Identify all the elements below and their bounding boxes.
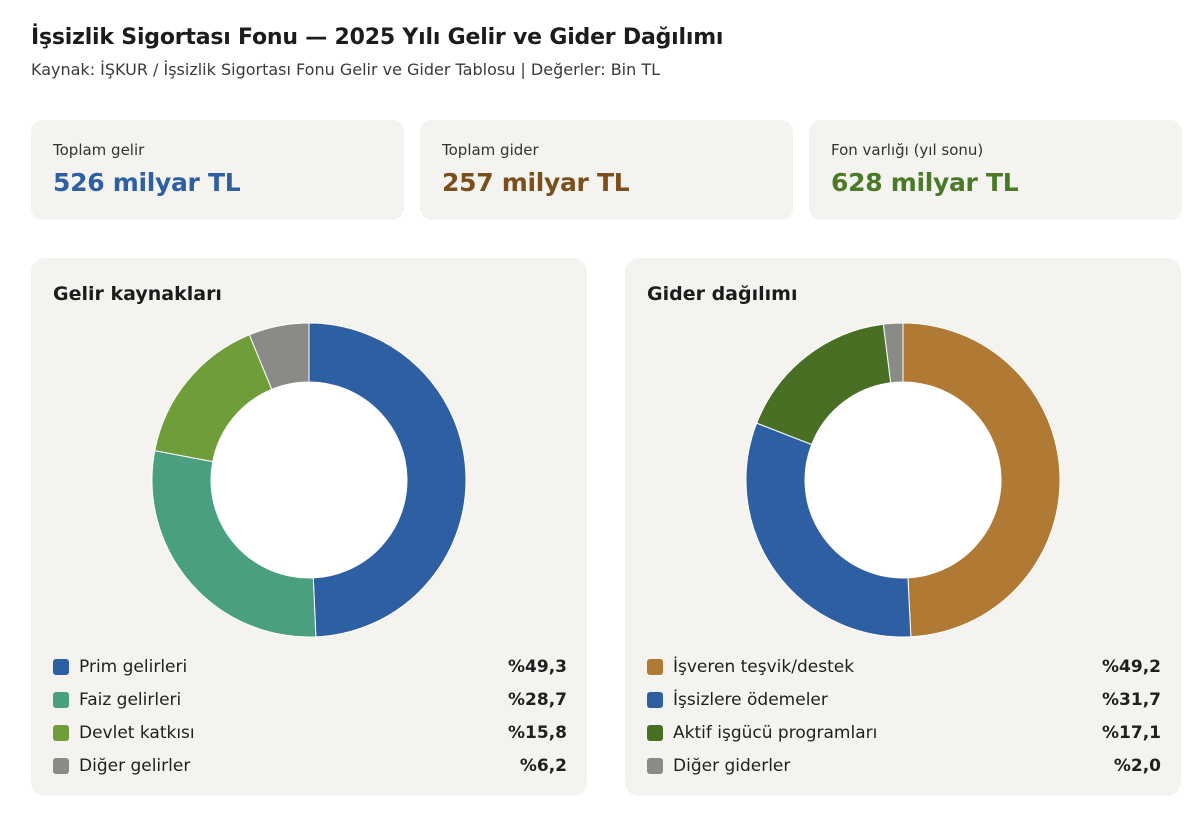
- donut-hole: [211, 382, 407, 578]
- kpi-value: 628 milyar TL: [831, 168, 1019, 197]
- legend-value: %6,2: [519, 755, 567, 776]
- legend-swatch: [647, 724, 663, 741]
- legend-swatch: [53, 658, 69, 675]
- legend-value: %49,2: [1102, 656, 1161, 677]
- kpi-card-total-expense: Toplam gider 257 milyar TL: [420, 120, 793, 220]
- legend-swatch: [647, 691, 663, 708]
- legend-value: %17,1: [1102, 722, 1161, 743]
- kpi-card-fund-assets: Fon varlığı (yıl sonu) 628 milyar TL: [809, 120, 1182, 220]
- legend-swatch: [647, 658, 663, 675]
- legend-value: %49,3: [508, 656, 567, 677]
- legend-label: Prim gelirleri: [79, 656, 188, 677]
- legend-item: Aktif işgücü programları %17,1: [647, 716, 1161, 749]
- chart-title: Gelir kaynakları: [53, 283, 222, 305]
- donut-hole: [805, 382, 1001, 578]
- expense-donut-chart: [745, 322, 1061, 638]
- chart-title: Gider dağılımı: [647, 283, 798, 305]
- kpi-value: 257 milyar TL: [442, 168, 630, 197]
- legend-label: İşsizlere ödemeler: [673, 689, 828, 710]
- legend-item: Diğer gelirler %6,2: [53, 749, 567, 782]
- legend-item: Diğer giderler %2,0: [647, 749, 1161, 782]
- legend-label: Faiz gelirleri: [79, 689, 182, 710]
- legend-label: Diğer giderler: [673, 755, 791, 776]
- header: İşsizlik Sigortası Fonu — 2025 Yılı Geli…: [31, 22, 1171, 82]
- legend-value: %28,7: [508, 689, 567, 710]
- page-subtitle: Kaynak: İŞKUR / İşsizlik Sigortası Fonu …: [31, 60, 661, 79]
- legend-swatch: [647, 757, 663, 774]
- legend-item: Prim gelirleri %49,3: [53, 650, 567, 683]
- legend-item: İşveren teşvik/destek %49,2: [647, 650, 1161, 683]
- legend-value: %2,0: [1113, 755, 1161, 776]
- kpi-label: Fon varlığı (yıl sonu): [831, 141, 984, 159]
- kpi-value: 526 milyar TL: [53, 168, 241, 197]
- legend-label: Devlet katkısı: [79, 722, 195, 743]
- page-title: İşsizlik Sigortası Fonu — 2025 Yılı Geli…: [31, 25, 724, 50]
- legend-label: Diğer gelirler: [79, 755, 191, 776]
- kpi-label: Toplam gider: [442, 141, 539, 159]
- income-chart-panel: Gelir kaynakları Prim gelirleri %49,3 Fa…: [31, 258, 587, 796]
- kpi-card-total-income: Toplam gelir 526 milyar TL: [31, 120, 404, 220]
- legend-value: %31,7: [1102, 689, 1161, 710]
- legend-item: Faiz gelirleri %28,7: [53, 683, 567, 716]
- legend-swatch: [53, 724, 69, 741]
- kpi-label: Toplam gelir: [53, 141, 145, 159]
- expense-chart-panel: Gider dağılımı İşveren teşvik/destek %49…: [625, 258, 1181, 796]
- legend-swatch: [53, 691, 69, 708]
- legend-value: %15,8: [508, 722, 567, 743]
- legend-item: Devlet katkısı %15,8: [53, 716, 567, 749]
- income-donut-chart: [151, 322, 467, 638]
- legend-swatch: [53, 757, 69, 774]
- legend-label: İşveren teşvik/destek: [673, 656, 855, 677]
- legend-item: İşsizlere ödemeler %31,7: [647, 683, 1161, 716]
- legend-label: Aktif işgücü programları: [673, 722, 878, 743]
